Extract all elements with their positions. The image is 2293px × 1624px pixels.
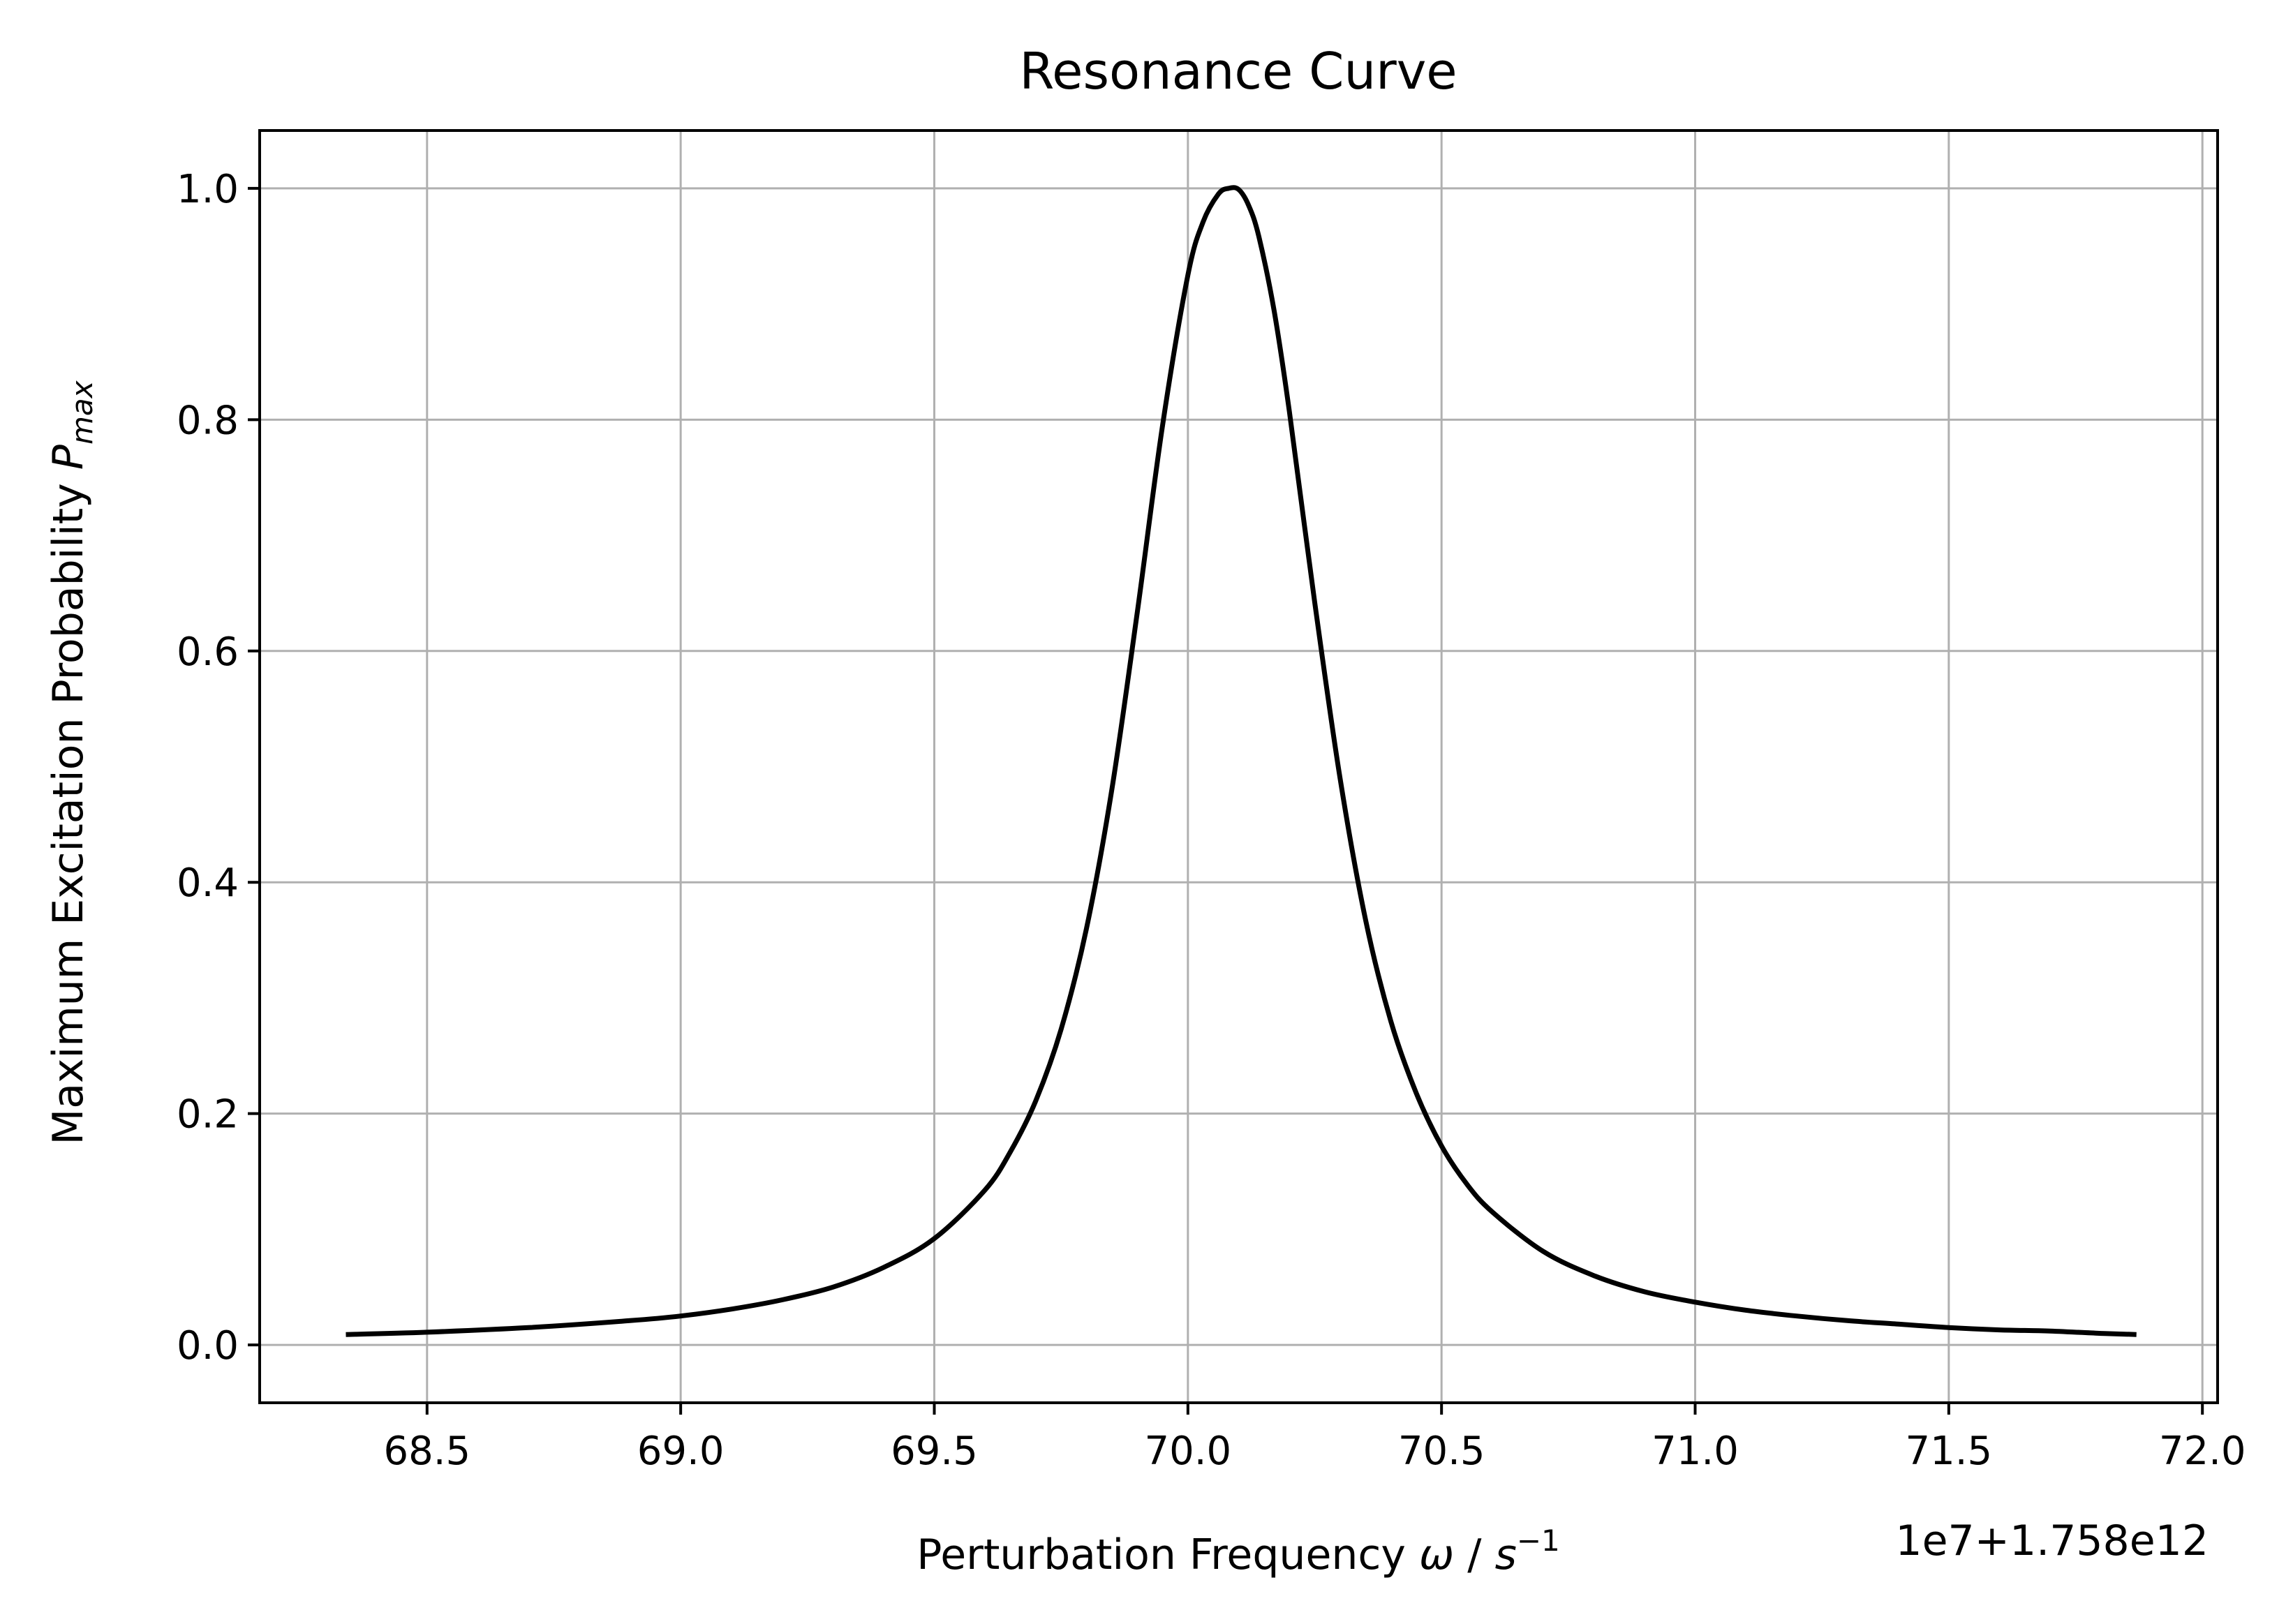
x-tick-label: 69.5 xyxy=(891,1429,978,1474)
x-axis-label-separator: / xyxy=(1454,1530,1494,1579)
y-tick-label: 0.0 xyxy=(177,1323,239,1369)
y-tick-label: 0.2 xyxy=(177,1092,239,1138)
x-tick-label: 69.0 xyxy=(637,1429,725,1474)
x-tick-label: 68.5 xyxy=(383,1429,470,1474)
y-axis-ticks: 0.0 0.2 0.4 0.6 0.8 1.0 xyxy=(177,167,260,1369)
y-axis-label-prefix: Maximum Excitation Probability xyxy=(44,470,93,1145)
x-tick-label: 72.0 xyxy=(2159,1429,2246,1474)
plot-area-frame xyxy=(258,129,2219,1404)
y-axis-label-subscript: max xyxy=(65,380,99,445)
x-axis-label-unit-sup: −1 xyxy=(1517,1524,1560,1558)
x-axis-label-prefix: Perturbation Frequency xyxy=(917,1530,1419,1579)
x-axis-ticks: 68.5 69.0 69.5 70.0 70.5 71.0 71.5 72.0 xyxy=(383,1403,2246,1474)
x-axis-label-unit: s xyxy=(1495,1530,1517,1579)
y-tick-label: 1.0 xyxy=(177,167,239,212)
y-tick-label: 0.4 xyxy=(177,861,239,906)
resonance-curve-line xyxy=(346,185,2137,1337)
x-axis-offset-text: 1e7+1.758e12 xyxy=(1895,1517,2209,1565)
x-axis-label-symbol: ω xyxy=(1419,1530,1454,1579)
x-tick-label: 70.5 xyxy=(1398,1429,1485,1474)
chart-title: Resonance Curve xyxy=(1019,42,1457,100)
y-tick-label: 0.8 xyxy=(177,398,239,443)
y-axis-label-symbol: P xyxy=(44,444,93,470)
x-tick-label: 71.5 xyxy=(1906,1429,1993,1474)
x-axis-label: Perturbation Frequency ω / s−1 xyxy=(917,1524,1560,1579)
y-tick-label: 0.6 xyxy=(177,630,239,675)
vertical-grid-lines xyxy=(426,131,2204,1403)
x-tick-label: 71.0 xyxy=(1652,1429,1739,1474)
x-tick-label: 70.0 xyxy=(1144,1429,1231,1474)
y-axis-label: Maximum Excitation Probability Pmax xyxy=(44,380,99,1145)
